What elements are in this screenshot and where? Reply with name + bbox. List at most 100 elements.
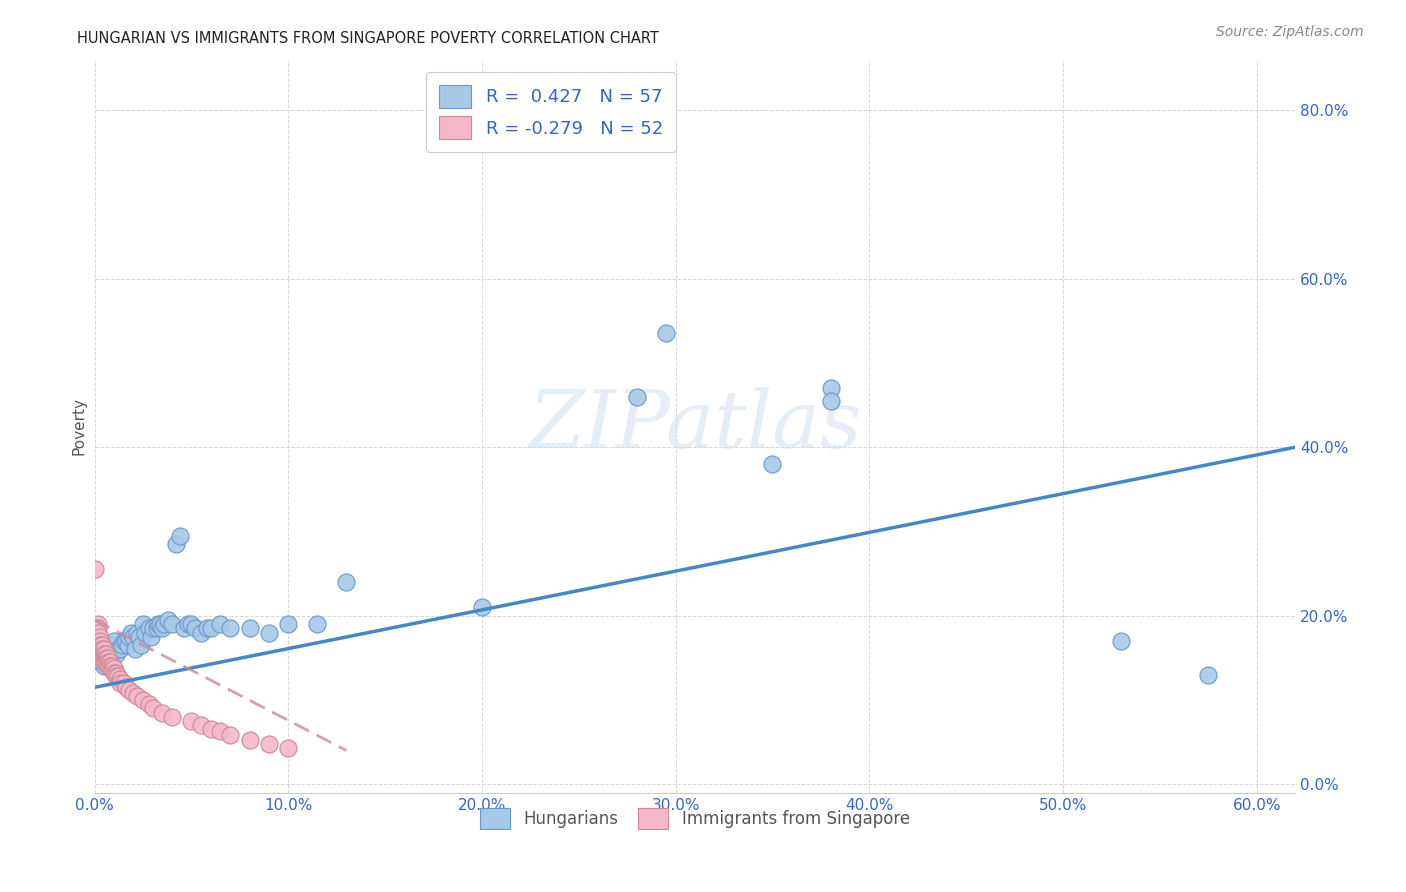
Point xyxy=(98,655,121,669)
Point xyxy=(277,617,299,632)
Point xyxy=(91,647,114,661)
Point xyxy=(93,642,115,657)
Point xyxy=(98,650,121,665)
Point xyxy=(107,669,129,683)
Point xyxy=(117,638,139,652)
Point xyxy=(238,621,260,635)
Point xyxy=(98,659,121,673)
Point xyxy=(96,655,118,669)
Point xyxy=(108,676,131,690)
Point xyxy=(93,650,115,665)
Point xyxy=(209,724,232,739)
Point xyxy=(118,630,141,644)
Point xyxy=(104,665,127,680)
Point xyxy=(97,659,120,673)
Point xyxy=(114,634,136,648)
Point xyxy=(138,621,160,635)
Point xyxy=(97,655,120,669)
Point xyxy=(112,676,135,690)
Point xyxy=(122,630,145,644)
Point xyxy=(626,390,648,404)
Legend: Hungarians, Immigrants from Singapore: Hungarians, Immigrants from Singapore xyxy=(474,801,917,836)
Point xyxy=(132,693,155,707)
Point xyxy=(96,647,118,661)
Point xyxy=(89,655,111,669)
Point xyxy=(83,562,105,576)
Point xyxy=(132,617,155,632)
Point xyxy=(190,625,212,640)
Point xyxy=(127,689,149,703)
Point xyxy=(124,642,146,657)
Point xyxy=(139,630,162,644)
Point xyxy=(91,638,114,652)
Point xyxy=(150,706,173,720)
Point xyxy=(91,642,114,657)
Point xyxy=(157,613,180,627)
Point xyxy=(160,710,183,724)
Point xyxy=(96,650,118,665)
Point xyxy=(129,638,152,652)
Point xyxy=(820,393,842,408)
Point xyxy=(101,664,124,678)
Point xyxy=(219,621,242,635)
Point xyxy=(97,647,120,661)
Point xyxy=(148,617,170,632)
Point xyxy=(180,714,202,728)
Point xyxy=(1197,667,1219,681)
Point xyxy=(120,625,142,640)
Point xyxy=(89,634,111,648)
Point xyxy=(142,621,165,635)
Point xyxy=(238,733,260,747)
Point xyxy=(103,661,125,675)
Point xyxy=(89,638,111,652)
Point xyxy=(103,634,125,648)
Point xyxy=(101,659,124,673)
Point xyxy=(165,537,187,551)
Point xyxy=(307,617,329,632)
Point xyxy=(127,625,149,640)
Point xyxy=(112,634,135,648)
Point xyxy=(200,621,222,635)
Point xyxy=(150,621,173,635)
Point xyxy=(145,621,167,635)
Point xyxy=(96,642,118,657)
Point xyxy=(335,574,357,589)
Point xyxy=(219,728,242,742)
Text: Source: ZipAtlas.com: Source: ZipAtlas.com xyxy=(1216,25,1364,39)
Point xyxy=(93,647,115,661)
Point xyxy=(103,665,125,680)
Point xyxy=(200,723,222,737)
Point xyxy=(820,381,842,395)
Point xyxy=(128,630,150,644)
Point xyxy=(138,697,160,711)
Point xyxy=(89,642,111,657)
Point xyxy=(108,672,131,686)
Point xyxy=(149,617,172,632)
Point xyxy=(257,625,280,640)
Point xyxy=(111,638,134,652)
Point xyxy=(91,650,114,665)
Point xyxy=(209,617,232,632)
Point xyxy=(93,659,115,673)
Point xyxy=(153,617,176,632)
Point xyxy=(87,617,110,632)
Point xyxy=(655,326,678,341)
Point xyxy=(169,529,191,543)
Point xyxy=(142,701,165,715)
Point xyxy=(114,681,136,695)
Point xyxy=(471,600,494,615)
Point xyxy=(195,621,218,635)
Point xyxy=(173,621,195,635)
Point xyxy=(87,625,110,640)
Point xyxy=(87,621,110,635)
Point xyxy=(108,642,131,657)
Point xyxy=(184,621,207,635)
Point xyxy=(101,638,124,652)
Y-axis label: Poverty: Poverty xyxy=(72,397,86,455)
Point xyxy=(118,682,141,697)
Text: HUNGARIAN VS IMMIGRANTS FROM SINGAPORE POVERTY CORRELATION CHART: HUNGARIAN VS IMMIGRANTS FROM SINGAPORE P… xyxy=(77,31,659,46)
Point xyxy=(277,741,299,756)
Point xyxy=(190,718,212,732)
Point xyxy=(160,617,183,632)
Point xyxy=(1109,634,1132,648)
